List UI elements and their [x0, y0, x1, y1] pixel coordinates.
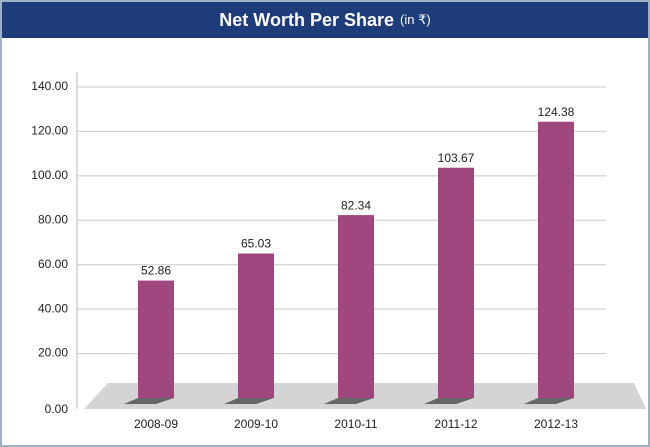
y-tick-label: 40.00: [38, 301, 68, 315]
bar: [538, 121, 574, 398]
bar-shadow: [324, 398, 374, 404]
x-tick-label: 2010-11: [334, 417, 377, 431]
value-label: 65.03: [241, 237, 271, 251]
y-tick-label: 20.00: [38, 346, 68, 360]
x-tick-label: 2009-10: [234, 417, 278, 431]
title-bar: [2, 2, 648, 38]
bar: [238, 253, 274, 398]
bar-shadow: [424, 398, 474, 404]
y-tick-label: 140.00: [31, 79, 68, 93]
bar: [438, 167, 474, 398]
y-tick-label: 60.00: [38, 257, 68, 271]
chart-subtitle: (in ₹): [400, 12, 431, 27]
x-tick-label: 2012-13: [534, 417, 578, 431]
value-label: 52.86: [141, 264, 171, 278]
bar-shadow: [224, 398, 274, 404]
x-tick-label: 2008-09: [134, 417, 178, 431]
title-group: Net Worth Per Share (in ₹): [219, 10, 430, 30]
bar: [338, 215, 374, 398]
y-tick-label: 120.00: [31, 124, 68, 138]
chart-title: Net Worth Per Share: [219, 10, 394, 30]
y-tick-label: 80.00: [38, 212, 68, 226]
y-tick-label: 0.00: [45, 402, 69, 416]
bar-shadow: [124, 398, 174, 404]
bar: [138, 280, 174, 398]
value-label: 103.67: [438, 151, 475, 165]
value-label: 124.38: [538, 105, 575, 119]
bar-shadow: [524, 398, 574, 404]
value-label: 82.34: [341, 198, 371, 212]
x-tick-label: 2011-12: [434, 417, 477, 431]
y-tick-label: 100.00: [31, 168, 68, 182]
